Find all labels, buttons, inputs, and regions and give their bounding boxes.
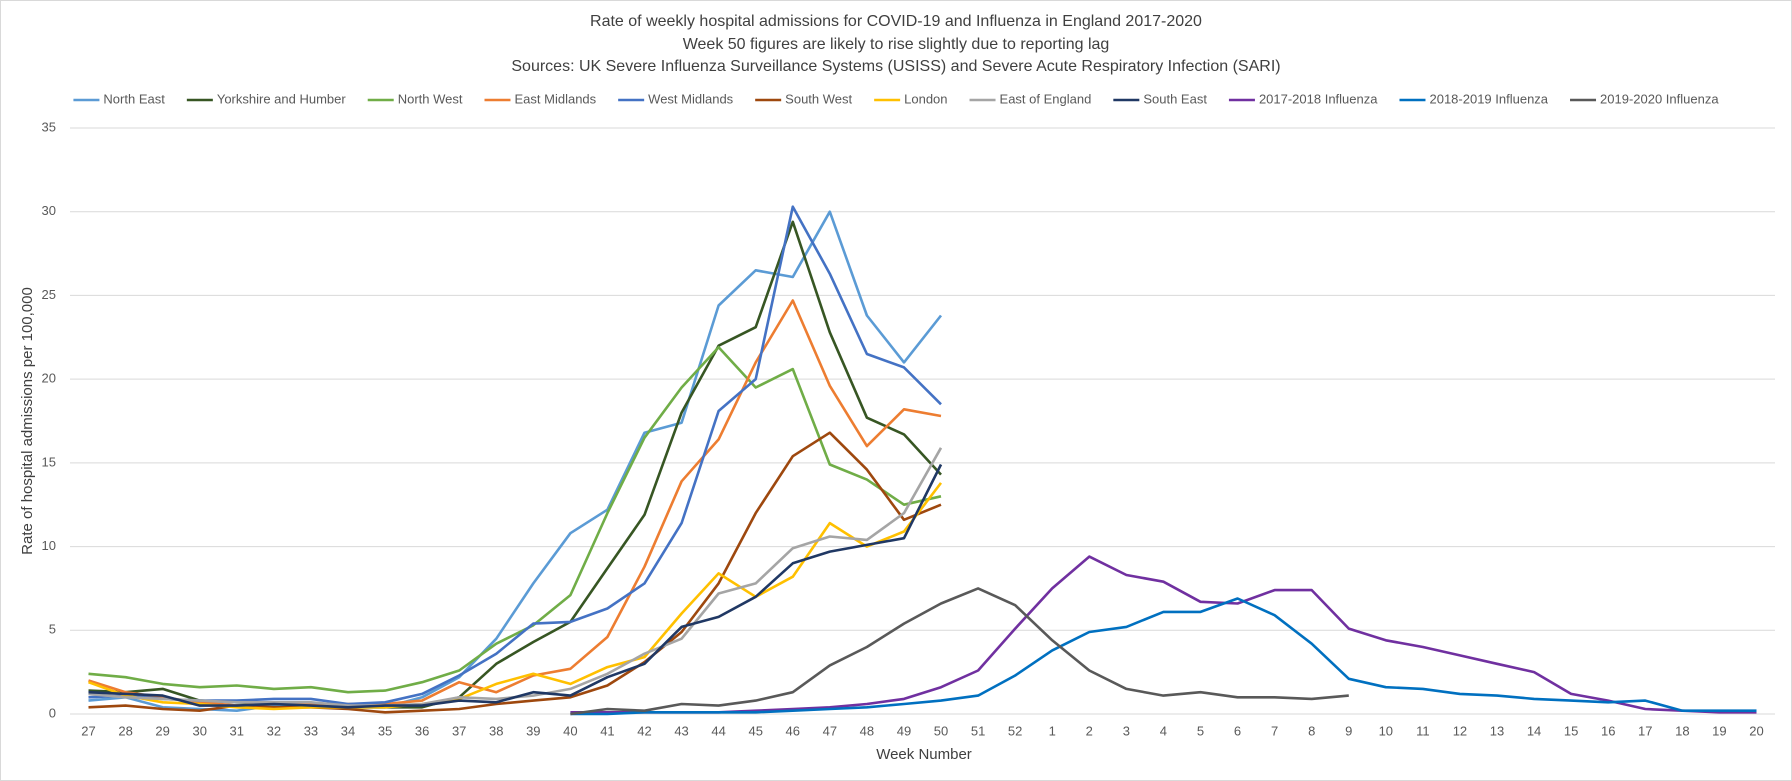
- x-tick-label: 8: [1308, 723, 1315, 738]
- x-tick-label: 45: [748, 723, 762, 738]
- legend: North East Yorkshire and Humber North West…: [73, 91, 1719, 106]
- series-line: [88, 463, 943, 709]
- series-line: [88, 346, 942, 694]
- x-axis-title: Week Number: [876, 746, 972, 763]
- x-tick-label: 9: [1345, 723, 1352, 738]
- x-tick-label: 14: [1527, 723, 1541, 738]
- x-tick-label: 17: [1638, 723, 1652, 738]
- y-tick-label: 15: [42, 454, 56, 469]
- y-tick-label: 25: [42, 287, 56, 302]
- legend-label: East of England: [1000, 91, 1092, 106]
- x-tick-label: 6: [1234, 723, 1241, 738]
- y-tick-label: 30: [42, 203, 56, 218]
- x-tick-label: 41: [600, 723, 614, 738]
- legend-label: North West: [398, 91, 463, 106]
- series-line: [88, 210, 943, 712]
- x-tick-label: 43: [674, 723, 688, 738]
- legend-label: South East: [1143, 91, 1207, 106]
- x-tick-label: 36: [415, 723, 429, 738]
- y-tick-label: 10: [42, 538, 56, 553]
- legend-label: 2017-2018 Influenza: [1259, 91, 1378, 106]
- x-tick-label: 32: [267, 723, 281, 738]
- x-tick-label: 27: [81, 723, 95, 738]
- x-tick-label: 3: [1123, 723, 1130, 738]
- x-tick-label: 46: [786, 723, 800, 738]
- x-tick-label: 49: [897, 723, 911, 738]
- x-tick-label: 11: [1416, 723, 1430, 738]
- x-tick-label: 4: [1160, 723, 1167, 738]
- legend-label: North East: [103, 91, 165, 106]
- x-tick-label: 44: [711, 723, 725, 738]
- x-tick-label: 40: [563, 723, 577, 738]
- x-tick-label: 10: [1379, 723, 1393, 738]
- x-tick-label: 20: [1749, 723, 1763, 738]
- x-tick-label: 50: [934, 723, 948, 738]
- legend-label: 2019-2020 Influenza: [1600, 91, 1719, 106]
- x-tick-label: 33: [304, 723, 318, 738]
- series-line: [570, 597, 1757, 716]
- legend-label: 2018-2019 Influenza: [1429, 91, 1548, 106]
- legend-label: West Midlands: [648, 91, 734, 106]
- series-line: [570, 587, 1349, 716]
- x-tick-label: 35: [378, 723, 392, 738]
- x-tick-label: 15: [1564, 723, 1578, 738]
- x-tick-label: 5: [1197, 723, 1204, 738]
- y-tick-label: 35: [42, 119, 56, 134]
- legend-label: Yorkshire and Humber: [217, 91, 347, 106]
- x-tick-label: 48: [860, 723, 874, 738]
- x-tick-label: 12: [1453, 723, 1467, 738]
- x-tick-label: 28: [118, 723, 132, 738]
- y-tick-label: 5: [49, 622, 56, 637]
- x-tick-label: 39: [526, 723, 540, 738]
- legend-label: East Midlands: [515, 91, 597, 106]
- x-tick-label: 18: [1675, 723, 1689, 738]
- x-tick-label: 37: [452, 723, 466, 738]
- y-tick-label: 0: [49, 705, 56, 720]
- x-tick-label: 38: [489, 723, 503, 738]
- legend-label: London: [904, 91, 947, 106]
- x-tick-label: 47: [823, 723, 837, 738]
- x-tick-label: 31: [230, 723, 244, 738]
- x-tick-label: 51: [971, 723, 985, 738]
- x-tick-label: 34: [341, 723, 355, 738]
- x-tick-label: 1: [1049, 723, 1056, 738]
- x-tick-label: 16: [1601, 723, 1615, 738]
- x-tick-label: 19: [1712, 723, 1726, 738]
- x-tick-label: 7: [1271, 723, 1278, 738]
- legend-label: South West: [785, 91, 852, 106]
- y-tick-label: 20: [42, 371, 56, 386]
- x-tick-label: 30: [192, 723, 206, 738]
- x-tick-label: 13: [1490, 723, 1504, 738]
- x-tick-label: 2: [1086, 723, 1093, 738]
- x-tick-label: 29: [155, 723, 169, 738]
- x-tick-label: 42: [637, 723, 651, 738]
- chart-subtitle: Week 50 figures are likely to rise sligh…: [683, 36, 1110, 53]
- chart-source: Sources: UK Severe Influenza Surveillanc…: [511, 58, 1280, 75]
- chart-title: Rate of weekly hospital admissions for C…: [590, 13, 1202, 30]
- series-line: [88, 205, 942, 706]
- y-axis-title: Rate of hospital admissions per 100,000: [19, 287, 36, 555]
- series-line: [570, 555, 1757, 714]
- x-tick-label: 52: [1008, 723, 1022, 738]
